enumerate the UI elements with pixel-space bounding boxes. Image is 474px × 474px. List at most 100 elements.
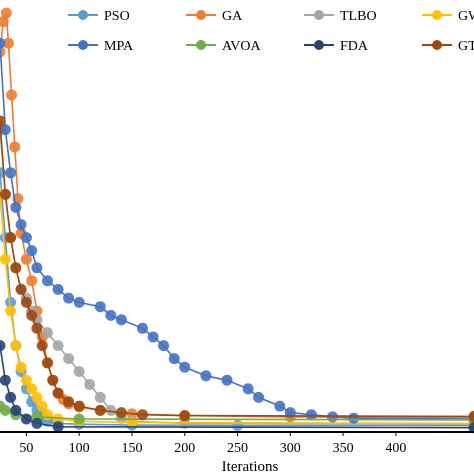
- data-point-gto: [52, 387, 64, 399]
- legend-swatch-marker: [432, 40, 442, 50]
- data-point-gto: [468, 410, 474, 422]
- data-point-pso: [232, 420, 243, 431]
- data-point-mpa: [221, 374, 233, 386]
- x-tick-label: 200: [174, 441, 195, 456]
- data-point-mpa: [52, 283, 64, 295]
- data-point-pso: [5, 296, 17, 308]
- data-point-mpa: [0, 37, 6, 49]
- x-axis-title: Iterations: [222, 459, 279, 474]
- data-point-mpa: [179, 361, 191, 373]
- data-point-fda: [468, 422, 474, 434]
- series-line-tlbo: [0, 129, 474, 426]
- data-point-tlbo: [42, 327, 53, 339]
- legend-label: TLBO: [340, 9, 377, 24]
- legend-entry-ga: GA: [186, 9, 243, 24]
- data-point-tlbo: [84, 379, 96, 390]
- legend-entry-tlbo: TLBO: [304, 9, 377, 24]
- legend-label: PSO: [104, 9, 130, 24]
- legend-entry-gwo: GWO: [422, 9, 474, 24]
- data-point-tlbo: [94, 391, 106, 403]
- data-point-gto: [20, 296, 32, 308]
- data-point-ga: [2, 37, 14, 49]
- data-point-gwo: [36, 400, 48, 412]
- data-point-mpa: [158, 340, 170, 352]
- data-point-mpa: [0, 124, 11, 136]
- data-point-mpa: [26, 245, 38, 257]
- data-point-avoa: [0, 404, 11, 416]
- data-point-gwo: [42, 409, 53, 421]
- data-point-mpa: [305, 409, 317, 421]
- data-point-gwo: [26, 383, 38, 395]
- legend-swatch-marker: [196, 40, 206, 50]
- legend-label: MPA: [104, 39, 134, 54]
- data-point-tlbo: [52, 340, 64, 352]
- data-point-gto: [73, 400, 85, 412]
- data-point-mpa: [137, 322, 148, 334]
- x-tick-label: 50: [19, 441, 33, 456]
- legend: PSO GA TLBO GWO MPA AVOA FDA GTO: [68, 9, 474, 54]
- series-gwo: [0, 188, 474, 429]
- data-point-mpa: [200, 370, 212, 382]
- data-point-fda: [0, 374, 11, 386]
- legend-swatch-marker: [314, 10, 324, 20]
- x-axis: 50 100 150 200 250 300 350 400: [0, 431, 474, 456]
- data-point-gto: [115, 407, 127, 419]
- data-point-tlbo: [105, 404, 117, 416]
- data-point-mpa: [63, 292, 75, 304]
- data-point-mpa: [274, 400, 286, 412]
- data-point-ga: [26, 275, 38, 287]
- data-point-gwo: [52, 413, 64, 425]
- data-point-ga: [0, 16, 9, 28]
- data-point-gwo: [31, 391, 43, 403]
- data-point-ga: [6, 89, 18, 101]
- data-point-tlbo: [63, 353, 75, 365]
- legend-label: GTO: [458, 39, 474, 54]
- data-point-mpa: [242, 383, 254, 395]
- data-point-gwo: [15, 361, 27, 373]
- series-line-gwo: [0, 194, 474, 425]
- data-point-gto: [42, 357, 53, 369]
- legend-entry-gto: GTO: [422, 39, 474, 54]
- data-point-gto: [137, 409, 148, 421]
- data-point-fda: [52, 421, 64, 433]
- legend-label: FDA: [340, 39, 369, 54]
- series-mpa: [0, 37, 474, 425]
- data-point-mpa: [94, 301, 106, 313]
- data-point-gto: [31, 322, 43, 334]
- data-point-gwo: [5, 305, 17, 317]
- data-point-gwo: [20, 374, 32, 386]
- legend-label: AVOA: [222, 39, 262, 54]
- legend-swatch-marker: [314, 40, 324, 50]
- data-point-mpa: [15, 219, 27, 231]
- series-line-gto: [0, 120, 474, 418]
- legend-swatch-marker: [196, 10, 206, 20]
- legend-swatch-marker: [78, 40, 88, 50]
- data-point-mpa: [168, 353, 180, 365]
- data-point-ga: [9, 141, 21, 153]
- data-point-gto: [10, 262, 22, 274]
- legend-entry-mpa: MPA: [68, 39, 134, 54]
- data-point-gto: [36, 340, 48, 352]
- data-point-fda: [31, 417, 43, 429]
- data-point-mpa: [31, 262, 43, 274]
- data-point-fda: [10, 404, 22, 416]
- legend-label: GA: [222, 9, 243, 24]
- data-point-mpa: [20, 232, 32, 244]
- data-point-fda: [20, 413, 32, 425]
- data-point-gto: [47, 374, 59, 386]
- data-point-gwo: [0, 253, 11, 265]
- legend-entry-fda: FDA: [304, 39, 369, 54]
- data-point-mpa: [115, 314, 127, 326]
- data-point-fda: [5, 391, 17, 403]
- legend-swatch-marker: [78, 10, 88, 20]
- x-tick-label: 250: [227, 441, 248, 456]
- data-point-gto: [0, 188, 11, 200]
- data-point-mpa: [10, 201, 22, 213]
- legend-entry-avoa: AVOA: [186, 39, 262, 54]
- data-point-ga: [0, 7, 12, 19]
- data-point-mpa: [5, 167, 17, 179]
- data-point-fda: [0, 340, 6, 352]
- data-point-mpa: [42, 275, 53, 287]
- data-point-gto: [0, 115, 6, 127]
- data-point-mpa: [253, 391, 265, 403]
